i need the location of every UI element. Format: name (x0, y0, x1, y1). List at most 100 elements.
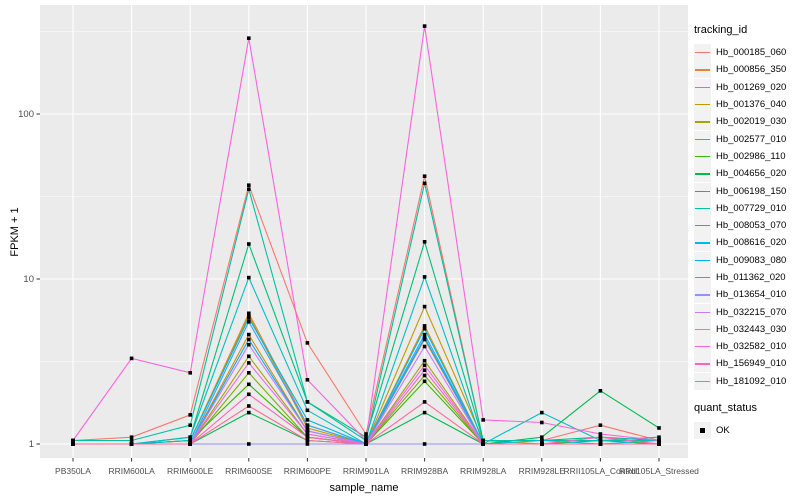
data-point (422, 275, 427, 279)
data-point (247, 183, 251, 187)
legend-entry-Hb_008053_070: Hb_008053_070 (694, 217, 800, 235)
legend-key-box (694, 422, 711, 440)
data-point (305, 435, 310, 439)
x-axis-title: sample_name (329, 482, 399, 494)
data-point (422, 442, 427, 446)
data-point (598, 435, 603, 439)
data-point (598, 432, 603, 436)
legend-entry-label: Hb_013654_010 (716, 289, 787, 301)
x-tick-label: RRIM928LE (519, 466, 566, 476)
legend-quant-title: quant_status (694, 401, 757, 414)
legend-entry-label: Hb_002019_030 (716, 116, 787, 128)
data-point (188, 442, 192, 446)
data-point (422, 332, 427, 337)
data-point (481, 442, 485, 446)
data-point (129, 435, 134, 439)
data-point (422, 304, 427, 309)
legend-key-line (695, 225, 710, 227)
data-point (305, 432, 310, 436)
data-point (540, 435, 544, 439)
legend-entry-Hb_002019_030: Hb_002019_030 (694, 113, 800, 131)
data-point (247, 36, 251, 40)
legend-key-box (694, 338, 711, 356)
data-point (422, 24, 427, 28)
data-point (422, 358, 427, 363)
legend-tracking-title: tracking_id (694, 24, 748, 36)
data-point (422, 174, 427, 178)
legend-entry-Hb_001376_040: Hb_001376_040 (694, 96, 800, 114)
legend-entry-Hb_006198_150: Hb_006198_150 (694, 182, 800, 200)
legend-entry-Hb_000185_060: Hb_000185_060 (694, 44, 800, 62)
legend-entry-label: Hb_000856_350 (716, 64, 787, 76)
data-point (422, 373, 427, 378)
x-tick-label: PB350LA (55, 466, 91, 476)
legend-entry-Hb_007729_010: Hb_007729_010 (694, 199, 800, 217)
legend-key-box (694, 251, 711, 269)
legend-key-box (694, 372, 711, 390)
data-point (188, 423, 192, 427)
data-point (364, 438, 368, 443)
legend-entry-label: Hb_001376_040 (716, 99, 787, 111)
data-point (247, 332, 251, 337)
data-point (364, 432, 368, 436)
legend-entry-Hb_001269_020: Hb_001269_020 (694, 78, 800, 96)
legend-entry-Hb_011362_020: Hb_011362_020 (694, 269, 800, 286)
legend-key-box (694, 61, 711, 79)
data-point (247, 404, 251, 408)
data-point (247, 337, 251, 342)
data-point (540, 420, 544, 425)
data-point (422, 240, 427, 244)
data-point (247, 371, 251, 375)
legend-entry-label: Hb_032582_010 (716, 341, 787, 353)
legend-key-box (694, 355, 711, 373)
legend-key-line (695, 138, 710, 140)
data-point (247, 320, 251, 324)
legend-entry-Hb_032582_010: Hb_032582_010 (694, 338, 800, 356)
data-point (247, 361, 251, 365)
legend-entry-Hb_000856_350: Hb_000856_350 (694, 61, 800, 79)
legend-entry-Hb_008616_020: Hb_008616_020 (694, 234, 800, 252)
data-point (305, 341, 310, 345)
data-point (247, 311, 251, 316)
legend-entry-label: Hb_156949_010 (716, 358, 787, 370)
data-point (305, 418, 310, 422)
data-point (247, 392, 251, 397)
data-point (188, 438, 192, 443)
data-point (305, 408, 310, 413)
legend-key-box (694, 320, 711, 338)
legend-key-box (694, 217, 711, 235)
legend-entry-Hb_032215_070: Hb_032215_070 (694, 303, 800, 321)
legend-key-box (694, 165, 711, 183)
data-point (305, 438, 310, 443)
legend-entry-label: Hb_002577_010 (716, 133, 787, 145)
data-point (422, 344, 427, 349)
data-point (247, 313, 251, 318)
legend-entry-Hb_181092_010: Hb_181092_010 (694, 372, 800, 390)
legend: tracking_id Hb_000185_060 Hb_000856_350 Hb… (694, 24, 800, 440)
legend-entry-label: Hb_000185_060 (716, 47, 787, 59)
x-tick-label: RRIM600LE (167, 466, 214, 476)
legend-key-line (695, 155, 710, 158)
legend-key-line (695, 242, 710, 244)
data-point (422, 181, 427, 186)
data-point (247, 354, 251, 359)
y-tick-label: 100 (18, 109, 34, 120)
legend-key-line (695, 294, 710, 296)
x-tick-label: RRIM901LA (343, 466, 390, 476)
x-tick-label: RRIM600LA (108, 466, 155, 476)
legend-key-box (694, 303, 711, 321)
x-tick-label: RRIM928LA (460, 466, 507, 476)
data-point (247, 187, 251, 191)
data-point (540, 438, 544, 443)
legend-entry-label: Hb_001269_020 (716, 81, 787, 93)
data-point (129, 442, 134, 446)
legend-key-box (694, 44, 711, 62)
x-tick-label: RRIM600SE (225, 466, 273, 476)
legend-entry-Hb_002577_010: Hb_002577_010 (694, 130, 800, 148)
legend-entry-label: Hb_032215_070 (716, 306, 787, 318)
legend-key-box (694, 113, 711, 131)
data-point (188, 371, 192, 375)
legend-entry-label: Hb_008053_070 (716, 220, 787, 232)
legend-key-line (695, 259, 710, 261)
legend-key-line (695, 311, 710, 313)
